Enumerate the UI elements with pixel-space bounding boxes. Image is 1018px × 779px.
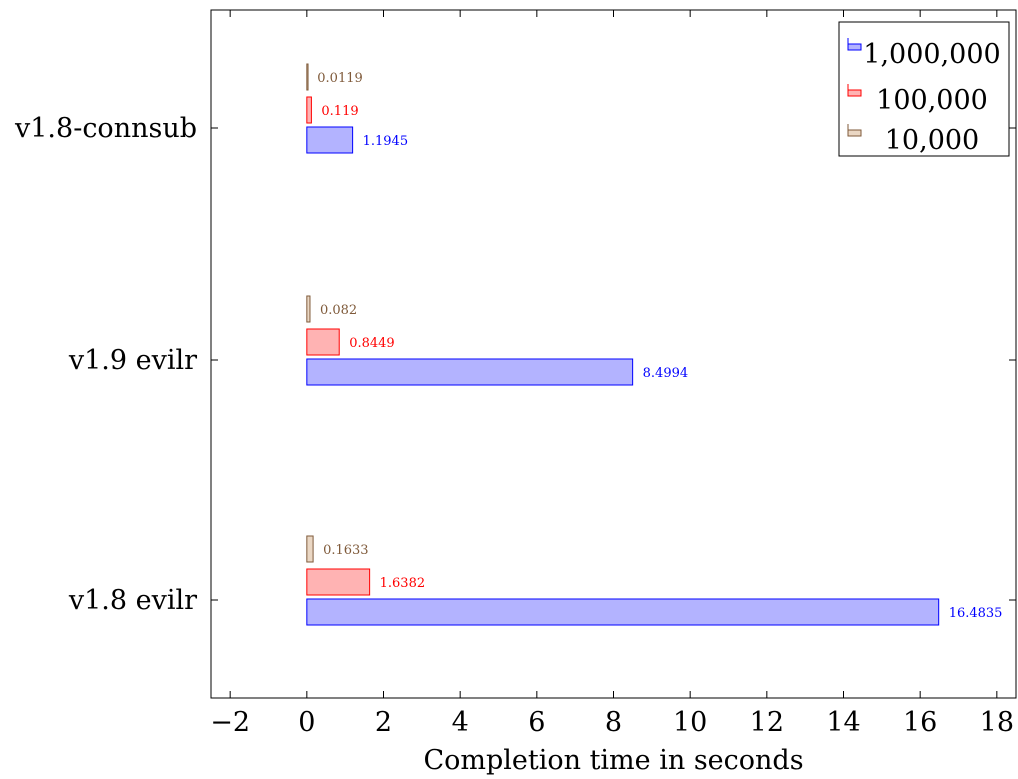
x-tick-label: 4 bbox=[452, 707, 469, 738]
x-axis: −2 0 2 4 6 8 10 12 14 16 18 bbox=[210, 10, 1014, 738]
bar bbox=[306, 63, 309, 91]
bar bbox=[306, 598, 940, 626]
x-tick-label: 14 bbox=[826, 707, 860, 738]
bar-value-label: 8.4994 bbox=[643, 366, 689, 381]
bar bbox=[306, 126, 354, 154]
x-tick-label: 6 bbox=[528, 707, 545, 738]
x-tick-label: 10 bbox=[673, 707, 707, 738]
legend-box bbox=[838, 21, 1010, 157]
bar-value-label: 0.0119 bbox=[317, 71, 363, 86]
x-tick-label: 2 bbox=[375, 707, 392, 738]
bar-value-label: 1.1945 bbox=[363, 134, 409, 149]
legend-label: 10,000 bbox=[885, 125, 979, 156]
bar-value-label: 0.082 bbox=[320, 303, 357, 318]
legend-swatch bbox=[847, 89, 862, 97]
x-tick-label: −2 bbox=[210, 707, 250, 738]
category-label: v1.9 evilr bbox=[68, 345, 197, 376]
y-axis: v1.8-connsub v1.9 evilr v1.8 evilr bbox=[14, 113, 1016, 616]
x-tick-label: 12 bbox=[750, 707, 784, 738]
legend-label: 100,000 bbox=[876, 85, 988, 116]
bar-value-label: 0.119 bbox=[321, 104, 358, 119]
legend-swatch bbox=[847, 43, 862, 51]
bar-value-label: 1.6382 bbox=[380, 576, 426, 591]
legend-swatch bbox=[847, 129, 862, 137]
bar bbox=[306, 358, 634, 386]
bar-value-label: 0.1633 bbox=[323, 543, 369, 558]
bar bbox=[306, 295, 311, 323]
legend: 1,000,000 100,000 10,000 bbox=[838, 21, 1010, 157]
bar bbox=[306, 568, 371, 596]
x-axis-title: Completion time in seconds bbox=[423, 745, 803, 776]
x-tick-label: 0 bbox=[298, 707, 315, 738]
bars-group bbox=[306, 63, 940, 626]
category-label: v1.8 evilr bbox=[68, 585, 197, 616]
x-tick-label: 16 bbox=[903, 707, 937, 738]
legend-label: 1,000,000 bbox=[863, 39, 1000, 70]
bar bbox=[306, 535, 314, 563]
bar-value-label: 0.8449 bbox=[349, 336, 395, 351]
x-tick-label: 18 bbox=[980, 707, 1014, 738]
data-labels-group: 1.1945 0.119 0.0119 8.4994 0.8449 0.082 16.483… bbox=[317, 71, 1002, 621]
category-label: v1.8-connsub bbox=[14, 113, 197, 144]
bar-value-label: 16.4835 bbox=[949, 606, 1003, 621]
x-tick-label: 8 bbox=[605, 707, 622, 738]
bar bbox=[306, 96, 312, 124]
bar bbox=[306, 328, 340, 356]
